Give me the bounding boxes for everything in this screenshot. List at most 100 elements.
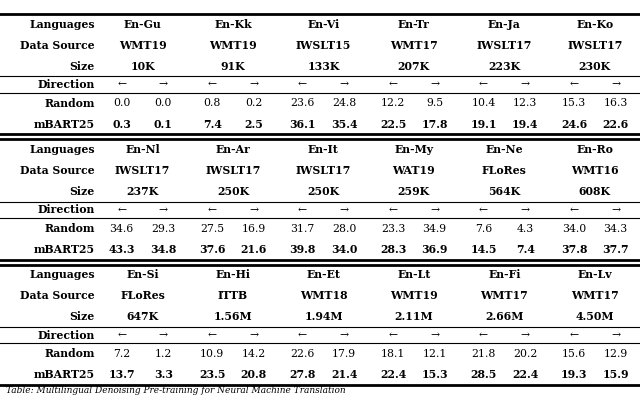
- Text: Languages: Languages: [29, 269, 95, 280]
- Text: 34.0: 34.0: [562, 223, 586, 234]
- Text: 3.3: 3.3: [154, 369, 173, 380]
- Text: ←: ←: [570, 80, 579, 90]
- Text: 24.8: 24.8: [332, 98, 356, 108]
- Text: ←: ←: [207, 205, 217, 215]
- Text: →: →: [520, 330, 530, 340]
- Text: ←: ←: [570, 205, 579, 215]
- Text: ←: ←: [298, 330, 307, 340]
- Text: 250K: 250K: [307, 186, 339, 197]
- Text: WMT17: WMT17: [390, 40, 438, 51]
- Text: 230K: 230K: [579, 61, 611, 72]
- Text: ITTB: ITTB: [218, 290, 248, 301]
- Text: 250K: 250K: [217, 186, 249, 197]
- Text: ←: ←: [117, 330, 126, 340]
- Text: 608K: 608K: [579, 186, 611, 197]
- Text: 16.9: 16.9: [242, 223, 266, 234]
- Text: Direction: Direction: [38, 79, 95, 90]
- Text: 28.5: 28.5: [470, 369, 497, 380]
- Text: Table: Multilingual Denoising Pre-training for Neural Machine Translation: Table: Multilingual Denoising Pre-traini…: [6, 386, 346, 395]
- Text: 14.2: 14.2: [242, 349, 266, 359]
- Text: En-Si: En-Si: [126, 269, 159, 280]
- Text: 17.8: 17.8: [421, 119, 448, 130]
- Text: 23.5: 23.5: [199, 369, 225, 380]
- Text: 2.5: 2.5: [244, 119, 263, 130]
- Text: IWSLT17: IWSLT17: [567, 40, 623, 51]
- Text: ←: ←: [207, 330, 217, 340]
- Text: Data Source: Data Source: [20, 40, 95, 51]
- Text: ←: ←: [479, 80, 488, 90]
- Text: 22.6: 22.6: [602, 119, 628, 130]
- Text: 19.1: 19.1: [470, 119, 497, 130]
- Text: →: →: [159, 330, 168, 340]
- Text: 31.7: 31.7: [291, 223, 315, 234]
- Text: →: →: [159, 80, 168, 90]
- Text: En-Ro: En-Ro: [577, 144, 613, 155]
- Text: En-Lt: En-Lt: [397, 269, 431, 280]
- Text: Languages: Languages: [29, 19, 95, 30]
- Text: 22.4: 22.4: [380, 369, 406, 380]
- Text: →: →: [520, 205, 530, 215]
- Text: En-Ja: En-Ja: [488, 19, 521, 30]
- Text: 12.2: 12.2: [381, 98, 405, 108]
- Text: En-Nl: En-Nl: [125, 144, 160, 155]
- Text: 29.3: 29.3: [151, 223, 175, 234]
- Text: 12.3: 12.3: [513, 98, 538, 108]
- Text: 10.9: 10.9: [200, 349, 224, 359]
- Text: 15.6: 15.6: [562, 349, 586, 359]
- Text: 4.3: 4.3: [516, 223, 534, 234]
- Text: 43.3: 43.3: [108, 244, 135, 255]
- Text: 15.9: 15.9: [602, 369, 629, 380]
- Text: 34.8: 34.8: [150, 244, 177, 255]
- Text: En-Kk: En-Kk: [214, 19, 252, 30]
- Text: 9.5: 9.5: [426, 98, 444, 108]
- Text: 133K: 133K: [307, 61, 340, 72]
- Text: mBART25: mBART25: [33, 244, 95, 255]
- Text: mBART25: mBART25: [33, 369, 95, 380]
- Text: WMT19: WMT19: [118, 40, 166, 51]
- Text: 0.0: 0.0: [113, 98, 131, 108]
- Text: 16.3: 16.3: [604, 98, 628, 108]
- Text: ←: ←: [570, 330, 579, 340]
- Text: WMT19: WMT19: [209, 40, 257, 51]
- Text: FLoRes: FLoRes: [120, 290, 165, 301]
- Text: 36.1: 36.1: [289, 119, 316, 130]
- Text: 0.1: 0.1: [154, 119, 173, 130]
- Text: En-My: En-My: [394, 144, 433, 155]
- Text: 10.4: 10.4: [472, 98, 495, 108]
- Text: En-Lv: En-Lv: [577, 269, 612, 280]
- Text: IWSLT17: IWSLT17: [477, 40, 532, 51]
- Text: Data Source: Data Source: [20, 165, 95, 176]
- Text: 7.4: 7.4: [203, 119, 221, 130]
- Text: 1.56M: 1.56M: [214, 311, 252, 322]
- Text: 647K: 647K: [127, 311, 159, 322]
- Text: 28.0: 28.0: [332, 223, 356, 234]
- Text: En-Ko: En-Ko: [576, 19, 613, 30]
- Text: WMT17: WMT17: [571, 290, 619, 301]
- Text: 24.6: 24.6: [561, 119, 587, 130]
- Text: 223K: 223K: [488, 61, 520, 72]
- Text: Size: Size: [70, 186, 95, 197]
- Text: ←: ←: [479, 205, 488, 215]
- Text: 21.4: 21.4: [331, 369, 357, 380]
- Text: WAT19: WAT19: [392, 165, 435, 176]
- Text: 34.0: 34.0: [331, 244, 357, 255]
- Text: 91K: 91K: [221, 61, 245, 72]
- Text: 7.4: 7.4: [516, 244, 534, 255]
- Text: 39.8: 39.8: [289, 244, 316, 255]
- Text: →: →: [430, 205, 439, 215]
- Text: Direction: Direction: [38, 204, 95, 215]
- Text: WMT19: WMT19: [390, 290, 438, 301]
- Text: 21.6: 21.6: [241, 244, 267, 255]
- Text: IWSLT17: IWSLT17: [205, 165, 260, 176]
- Text: 28.3: 28.3: [380, 244, 406, 255]
- Text: FLoRes: FLoRes: [482, 165, 527, 176]
- Text: 37.6: 37.6: [199, 244, 225, 255]
- Text: →: →: [340, 80, 349, 90]
- Text: 4.50M: 4.50M: [575, 311, 614, 322]
- Text: 1.2: 1.2: [155, 349, 172, 359]
- Text: 36.9: 36.9: [422, 244, 448, 255]
- Text: 34.9: 34.9: [422, 223, 447, 234]
- Text: 0.3: 0.3: [112, 119, 131, 130]
- Text: Data Source: Data Source: [20, 290, 95, 301]
- Text: 17.9: 17.9: [332, 349, 356, 359]
